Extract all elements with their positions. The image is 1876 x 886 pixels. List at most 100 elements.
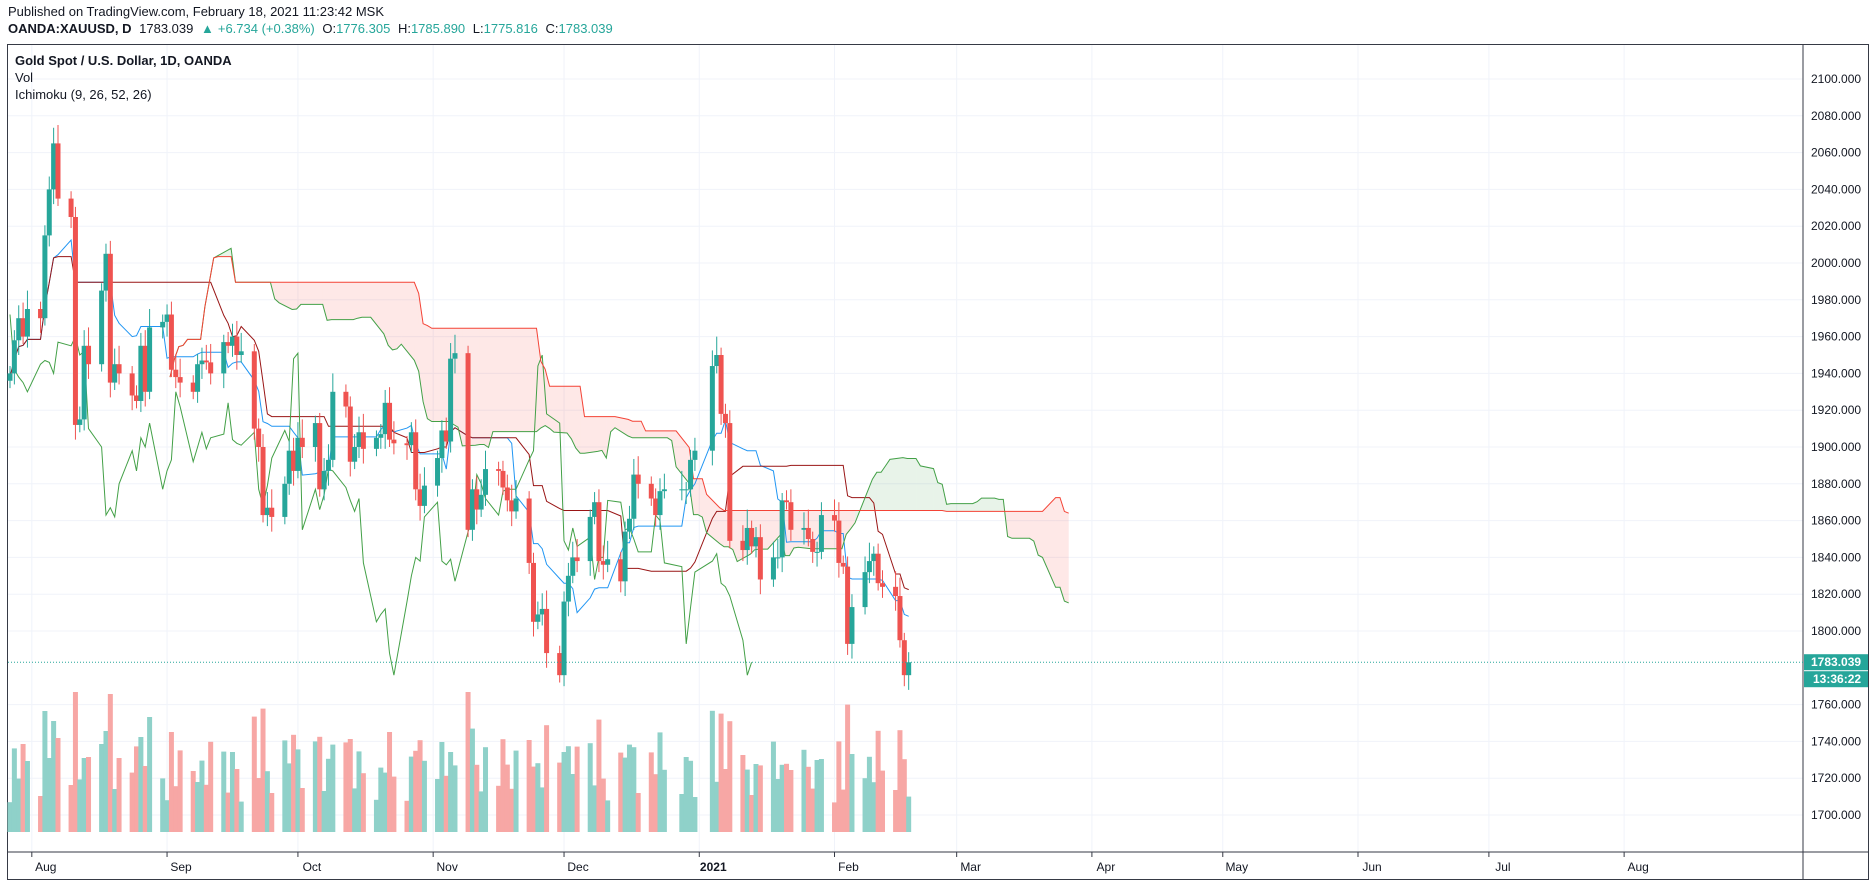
candle-body	[801, 527, 807, 530]
price-tick-label: 1900.000	[1811, 440, 1861, 454]
cloud-segment	[636, 421, 642, 438]
volume-bar	[413, 750, 419, 832]
last-price: 1783.039	[139, 21, 194, 36]
legend-ichimoku: Ichimoku (9, 26, 52, 26)	[15, 87, 152, 102]
volume-bar	[256, 778, 262, 832]
candle-body	[818, 515, 824, 552]
volume-bar	[77, 779, 83, 832]
candle-body	[134, 395, 140, 401]
candle-body	[744, 527, 750, 551]
candle-body	[452, 353, 458, 359]
cloud-segment	[663, 430, 668, 438]
price-tick-label: 1700.000	[1811, 808, 1861, 822]
price-tick-label: 1800.000	[1811, 624, 1861, 638]
time-tick-label: Jul	[1495, 860, 1510, 874]
time-tick-label: Nov	[436, 860, 457, 874]
cloud-segment	[793, 510, 799, 548]
volume-bar	[317, 736, 323, 832]
volume-bar	[443, 775, 449, 832]
candle-body	[382, 402, 388, 435]
volume-bar	[229, 752, 235, 832]
cloud-segment	[601, 416, 607, 459]
candle-body	[160, 321, 166, 328]
time-tick-label: 2021	[700, 860, 727, 874]
volume-bar	[173, 786, 179, 832]
candle-body	[622, 531, 628, 582]
volume-bar	[849, 754, 855, 832]
candle-body	[312, 423, 318, 447]
volume-bar	[38, 796, 44, 832]
cloud-segment	[366, 282, 371, 318]
volume-bar	[221, 751, 227, 832]
volume-bar	[387, 732, 393, 832]
volume-bar	[832, 802, 838, 832]
candle-body	[168, 314, 174, 370]
cloud-segment	[911, 458, 917, 511]
cloud-segment	[292, 282, 297, 310]
volume-bar	[709, 710, 715, 832]
cloud-segment	[916, 458, 921, 511]
candle-body	[592, 502, 598, 517]
cloud-segment	[327, 282, 332, 321]
volume-bar	[325, 758, 331, 832]
volume-bar	[68, 785, 74, 832]
time-tick-label: Aug	[35, 860, 56, 874]
cloud-segment	[658, 430, 664, 438]
candle-body	[500, 470, 506, 488]
volume-bar	[195, 782, 201, 832]
candle-body	[99, 290, 105, 365]
volume-bar	[116, 758, 122, 832]
candle-body	[901, 640, 907, 676]
cloud-segment	[881, 465, 886, 511]
volume-bar	[20, 744, 26, 832]
cloud-segment	[353, 282, 358, 320]
candle-body	[535, 614, 541, 622]
leading-span-a	[169, 247, 1069, 604]
cloud-segment	[1042, 497, 1056, 588]
price-tick-label: 1860.000	[1811, 514, 1861, 528]
volume-bar	[373, 799, 379, 832]
candle-body	[757, 537, 763, 580]
volume-bar	[282, 740, 288, 832]
candle-body	[496, 469, 502, 471]
candle-body	[417, 489, 423, 506]
candle-body	[836, 520, 842, 563]
cloud-segment	[523, 328, 537, 432]
volume-bar	[692, 797, 698, 832]
candle-body	[570, 557, 576, 576]
cloud-segment	[484, 328, 489, 448]
cloud-segment	[933, 468, 938, 511]
volume-bar	[417, 740, 423, 832]
cloud-segment	[972, 501, 978, 512]
cloud-segment	[994, 498, 999, 512]
candle-body	[177, 377, 183, 383]
cloud-segment	[322, 282, 328, 321]
candle-body	[229, 336, 235, 346]
cloud-segment	[427, 325, 432, 422]
cloud-segment	[632, 421, 637, 438]
volume-bar	[321, 791, 327, 832]
candle-body	[810, 539, 816, 552]
cloud-segment	[519, 328, 524, 432]
cloud-segment	[414, 282, 419, 372]
candle-body	[282, 483, 288, 517]
change-arrow-icon: ▲	[200, 21, 214, 36]
cloud-segment	[361, 282, 367, 318]
chart-frame[interactable]	[7, 44, 1869, 880]
volume-bar	[596, 719, 602, 832]
volume-bar	[55, 738, 61, 832]
chart-legend: Gold Spot / U.S. Dollar, 1D, OANDA Vol I…	[15, 52, 232, 103]
price-tick-label: 2040.000	[1811, 182, 1861, 196]
price-tick-label: 1720.000	[1811, 771, 1861, 785]
candle-body	[147, 327, 153, 392]
change-value: +6.734 (+0.38%)	[217, 21, 315, 36]
candle-body	[845, 566, 851, 644]
candle-body	[190, 382, 196, 392]
volume-bar	[561, 752, 567, 832]
time-tick-label: Feb	[838, 860, 859, 874]
volume-bar	[439, 742, 445, 832]
price-tick-label: 2060.000	[1811, 146, 1861, 160]
cloud-segment	[331, 282, 336, 320]
volume-bar	[622, 757, 628, 832]
